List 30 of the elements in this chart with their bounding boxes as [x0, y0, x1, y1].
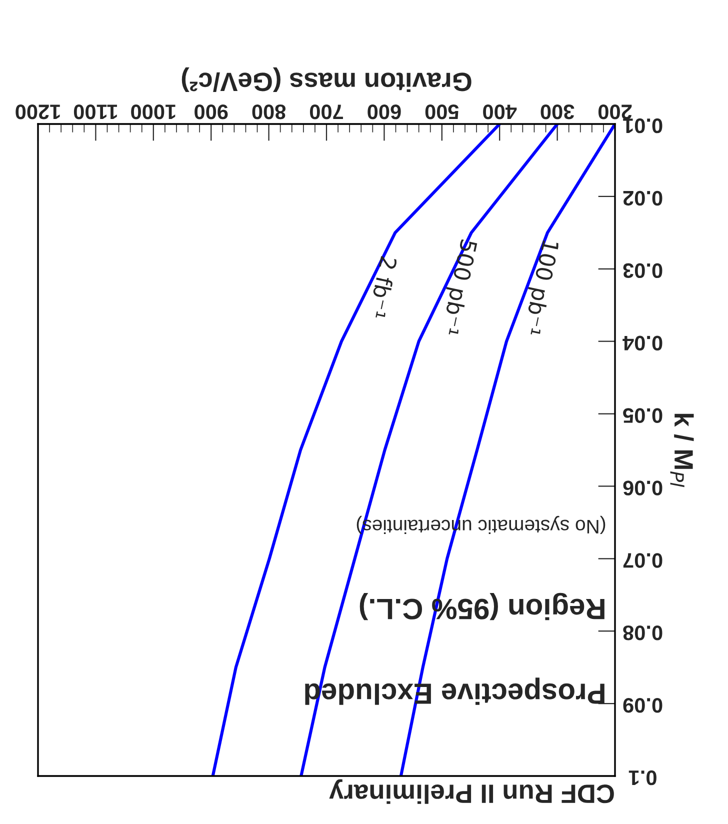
text: CDF Run II Preliminary: [329, 779, 614, 804]
y-tick-label: 0.07: [623, 553, 662, 568]
y-tick-label: 0.02: [623, 190, 662, 206]
x-axis-title: Graviton mass (GeV/c²): [182, 67, 472, 92]
x-tick-label: 900: [194, 104, 228, 120]
y-tick-label: 0.05: [623, 408, 662, 423]
x-tick-label: 500: [425, 104, 459, 120]
text: 500 pb⁻¹: [437, 238, 478, 336]
x-tick-label: 600: [368, 104, 401, 120]
x-tick-label: 1200: [16, 104, 60, 120]
y-tick-label: 0.03: [623, 263, 662, 278]
text: 100 pb⁻¹: [519, 239, 560, 336]
y-tick-label: 0.06: [623, 480, 662, 496]
y-tick-label: 0.01: [623, 118, 662, 134]
x-tick-label: 700: [310, 104, 343, 120]
y-tick-label: 0.08: [623, 626, 662, 640]
y-axis-title: k / M$_{Pl}$: [670, 414, 694, 488]
annotation: (No systematic uncertainties): [356, 516, 606, 534]
annotation: Prospective Excluded: [305, 678, 604, 705]
x-tick-label: 300: [540, 104, 574, 120]
x-tick-label: 800: [252, 104, 286, 120]
y-tick-label: 0.09: [623, 698, 662, 713]
x-tick-label: 1100: [74, 104, 117, 120]
x-tick-label: 400: [483, 104, 517, 120]
y-tick-label: 0.1: [628, 770, 656, 786]
x-tick-label: 200: [598, 104, 632, 120]
x-tick-label: 1000: [131, 104, 176, 120]
y-tick-label: 0.04: [622, 336, 662, 350]
annotation: Region (95% C.L.): [360, 592, 604, 620]
text: 2 fb⁻¹: [368, 256, 398, 320]
